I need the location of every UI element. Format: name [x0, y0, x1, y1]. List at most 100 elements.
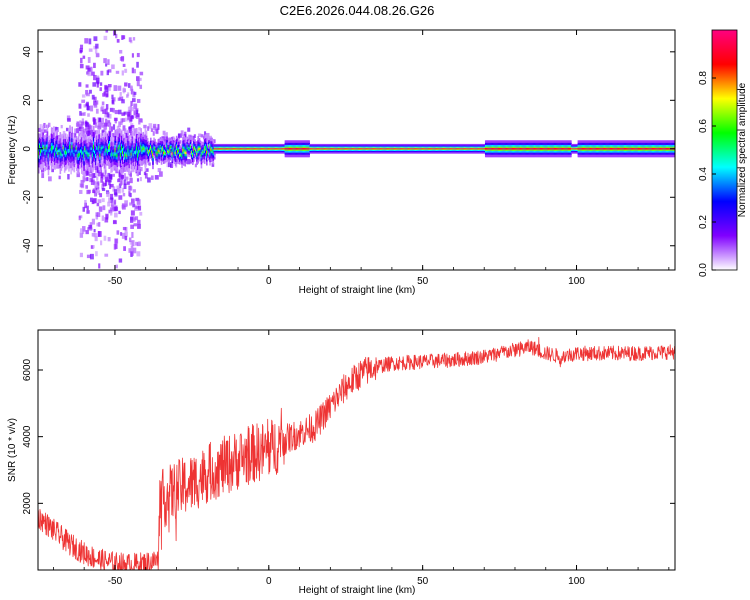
spectrogram-ridge-cell	[649, 147, 652, 150]
spectrogram-ridge-cell	[186, 145, 189, 148]
spectrogram-ridge-cell	[624, 147, 627, 150]
snr-xtick-label: 100	[568, 576, 585, 587]
spectrogram-ridge-cell	[245, 148, 248, 150]
spectrogram-ridge-cell	[196, 152, 198, 155]
spectrogram-ridge-cell	[381, 148, 384, 150]
spectrogram-ridge-cell	[400, 148, 403, 150]
spectrogram-speckle	[110, 193, 114, 200]
spectrogram-ridge-cell	[602, 147, 604, 150]
spectrogram-speckle	[124, 82, 128, 87]
spectrogram-ridge-cell	[270, 148, 273, 150]
spectrogram-speckle	[80, 228, 84, 233]
spectrogram-speckle	[105, 63, 108, 67]
spectrogram-ridge-cell	[256, 148, 259, 150]
spectrogram-speckle	[87, 125, 90, 130]
spectrogram-ridge-cell	[665, 147, 668, 150]
spectrogram-ridge-cell	[534, 147, 537, 150]
spectrogram-speckle	[119, 91, 122, 96]
spectrogram-ridge-cell	[650, 147, 653, 150]
spectrogram-ridge-cell	[309, 148, 312, 150]
spectrogram-ridge-cell	[67, 149, 69, 153]
spectrogram-speckle	[111, 94, 114, 100]
spectrogram-speckle	[111, 64, 115, 70]
spectrogram-speckle	[138, 118, 141, 125]
spectrogram-speckle	[119, 180, 123, 186]
spectrogram-ridge-cell	[474, 148, 476, 150]
spectrogram-ridge-cell	[273, 148, 276, 150]
spectrogram-ridge-cell	[585, 147, 587, 150]
spectrogram-ridge-cell	[145, 145, 148, 150]
spectrogram-ridge-cell	[396, 148, 399, 150]
spectrogram-speckle	[107, 237, 111, 242]
spectrogram-speckle	[114, 212, 118, 218]
spectrogram-ridge-cell	[554, 147, 557, 150]
spectrogram-speckle	[87, 227, 91, 231]
spectrogram-ridge-cell	[155, 151, 157, 154]
spectrogram-ridge-cell	[90, 147, 93, 150]
spectrogram-speckle	[89, 227, 93, 231]
spectrogram-speckle	[86, 254, 91, 259]
snr-ytick-label: 6000	[22, 358, 33, 381]
spectrogram-ridge-cell	[584, 147, 586, 150]
spectrogram-ridge-cell	[117, 147, 120, 151]
spectrogram-speckle	[211, 163, 215, 167]
spectrogram-ridge-cell	[134, 150, 137, 155]
spectrogram-ridge-cell	[54, 152, 56, 156]
snr-xtick-label: -50	[108, 576, 123, 587]
spectrogram-ridge-cell	[334, 148, 336, 150]
spectrogram-ridge-cell	[193, 148, 195, 151]
spectrogram-ridge-cell	[643, 147, 645, 150]
spectrogram-speckle	[98, 117, 102, 123]
spectrogram-ridge-cell	[375, 148, 377, 150]
spectrogram-ridge-cell	[482, 148, 485, 150]
spectrogram-speckle	[132, 203, 136, 208]
spectrogram-ridge-cell	[108, 145, 110, 150]
spectrogram-ridge-cell	[460, 148, 462, 150]
spectrogram-ridge-cell	[431, 148, 433, 150]
snr-xlabel: Height of straight line (km)	[299, 585, 416, 596]
spectrogram-ridge-cell	[632, 147, 635, 150]
spectrogram-speckle	[40, 167, 45, 173]
spectrogram-ridge-cell	[307, 147, 309, 150]
spectrogram-ridge-cell	[484, 147, 487, 150]
spectrogram-speckle	[83, 104, 87, 108]
spectrogram-speckle	[96, 202, 100, 207]
spectrogram-ridge-cell	[346, 148, 348, 150]
spectrogram-speckle	[101, 187, 106, 192]
spectrogram-speckle	[136, 80, 140, 87]
spectrogram-speckle	[136, 52, 140, 58]
spectrogram-speckle	[138, 241, 141, 246]
spectrogram-speckle	[95, 75, 100, 79]
spectrogram-speckle	[166, 162, 169, 168]
spectrogram-speckle	[121, 118, 126, 122]
spectrogram-ticks: -50 0 50 100 -40 -20 0 20 40	[22, 30, 675, 287]
spectrogram-speckle	[79, 252, 83, 258]
spectrogram-speckle	[86, 176, 89, 181]
spectrogram-speckle	[136, 61, 139, 68]
spectrogram-speckle	[132, 92, 136, 98]
spectrogram-ridge-cell	[70, 151, 72, 156]
spectrogram-speckle	[163, 136, 166, 141]
spectrogram-ridge-cell	[239, 148, 242, 150]
spectrogram-speckle	[85, 125, 88, 131]
spectrogram-ridge-cell	[267, 148, 270, 150]
spectrogram-speckle	[105, 104, 109, 110]
spectrogram-ridge-cell	[156, 153, 159, 156]
spectrogram-speckle	[85, 185, 88, 189]
spectrogram-speckle	[82, 226, 86, 232]
spectrogram-speckle	[93, 233, 98, 238]
spectrogram-speckle	[87, 105, 91, 111]
spectrogram-ridge-cell	[370, 148, 373, 150]
spectrogram-speckle	[187, 127, 191, 132]
spectrogram-speckle	[130, 250, 134, 256]
spectrogram-speckle	[168, 162, 172, 168]
spectrogram-ridge-cell	[442, 148, 445, 150]
spectrogram-speckle	[132, 247, 137, 254]
spectrogram-ridge-cell	[240, 148, 243, 150]
spectrogram-ridge-cell	[323, 148, 326, 150]
spectrogram-speckle	[115, 129, 120, 135]
spectrogram-speckle	[110, 202, 114, 207]
spectrogram-ridge-cell	[87, 154, 90, 157]
spectrogram-ridge-cell	[501, 147, 503, 150]
spectrogram-ridge-cell	[304, 147, 306, 150]
